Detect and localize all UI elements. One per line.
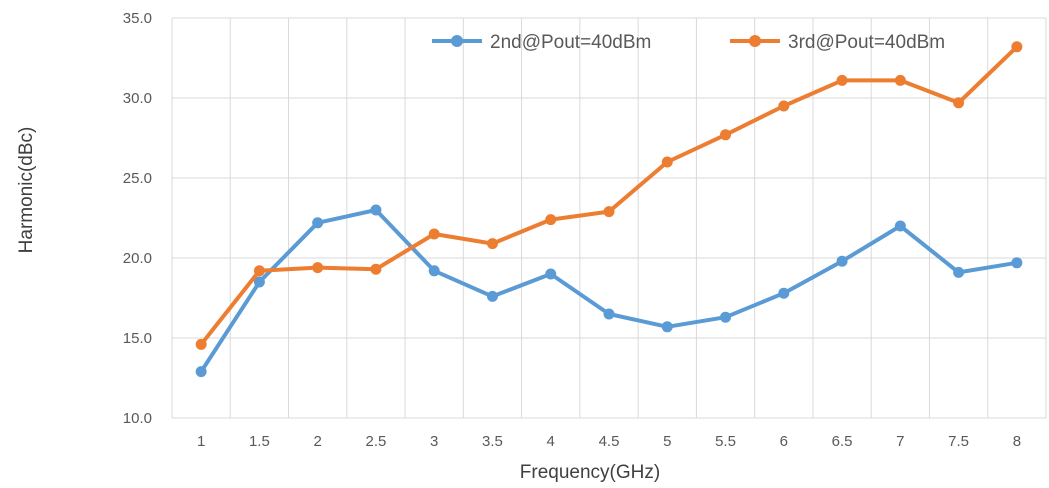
data-point xyxy=(603,308,615,320)
data-point xyxy=(778,100,790,112)
series-line xyxy=(199,208,1019,374)
data-point xyxy=(370,204,382,216)
plot-area xyxy=(195,41,1023,378)
x-tick-label: 8 xyxy=(1013,433,1021,450)
y-tick-label: 25.0 xyxy=(123,170,152,187)
data-point xyxy=(661,156,673,168)
x-tick-label: 6 xyxy=(780,433,788,450)
data-point xyxy=(486,238,498,250)
data-point xyxy=(428,265,440,277)
legend-label: 3rd@Pout=40dBm xyxy=(788,32,945,53)
x-tick-label: 7 xyxy=(896,433,904,450)
data-point xyxy=(545,214,557,226)
x-tick-label: 5.5 xyxy=(715,433,736,450)
data-point xyxy=(953,266,965,278)
x-tick-label: 1.5 xyxy=(249,433,270,450)
y-tick-label: 10.0 xyxy=(123,410,152,427)
data-point xyxy=(370,263,382,275)
data-point xyxy=(720,129,732,141)
y-axis-title: Harmonic(dBc) xyxy=(16,127,37,254)
data-point xyxy=(312,262,324,274)
x-tick-label: 6.5 xyxy=(832,433,853,450)
y-tick-label: 15.0 xyxy=(123,330,152,347)
data-point xyxy=(312,217,324,229)
x-tick-label: 3.5 xyxy=(482,433,503,450)
y-axis-tick-labels: 10.0 15.0 20.0 25.0 30.0 35.0 xyxy=(123,10,152,427)
data-point xyxy=(1011,41,1023,53)
x-axis-title: Frequency(GHz) xyxy=(520,462,660,483)
x-tick-label: 4.5 xyxy=(599,433,620,450)
x-axis-tick-labels: 1 1.5 2 2.5 3 3.5 4 4.5 5 5.5 6 6.5 7 7.5 8 xyxy=(197,433,1021,450)
data-point xyxy=(195,338,207,350)
data-point xyxy=(253,276,265,288)
data-point xyxy=(661,321,673,333)
data-point xyxy=(195,366,207,378)
legend-label: 2nd@Pout=40dBm xyxy=(490,32,651,53)
data-point xyxy=(778,287,790,299)
data-point xyxy=(253,265,265,277)
x-tick-label: 4 xyxy=(547,433,555,450)
series-line xyxy=(199,44,1019,347)
legend-marker xyxy=(451,35,463,47)
chart-gridlines xyxy=(171,17,1047,419)
data-point xyxy=(836,255,848,267)
data-point xyxy=(603,206,615,218)
y-tick-label: 20.0 xyxy=(123,250,152,267)
y-tick-label: 35.0 xyxy=(123,10,152,27)
data-point xyxy=(894,220,906,232)
x-tick-label: 7.5 xyxy=(948,433,969,450)
x-tick-label: 2 xyxy=(313,433,321,450)
data-point xyxy=(545,268,557,280)
data-point xyxy=(428,228,440,240)
y-tick-label: 30.0 xyxy=(123,90,152,107)
data-point xyxy=(894,74,906,86)
data-point xyxy=(1011,257,1023,269)
x-tick-label: 1 xyxy=(197,433,205,450)
data-point xyxy=(486,290,498,302)
legend-marker xyxy=(749,35,761,47)
data-point xyxy=(953,97,965,109)
x-tick-label: 3 xyxy=(430,433,438,450)
data-point xyxy=(836,74,848,86)
x-tick-label: 2.5 xyxy=(366,433,387,450)
chart-legend: 2nd@Pout=40dBm 3rd@Pout=40dBm xyxy=(432,32,945,53)
x-tick-label: 5 xyxy=(663,433,671,450)
data-point xyxy=(720,311,732,323)
